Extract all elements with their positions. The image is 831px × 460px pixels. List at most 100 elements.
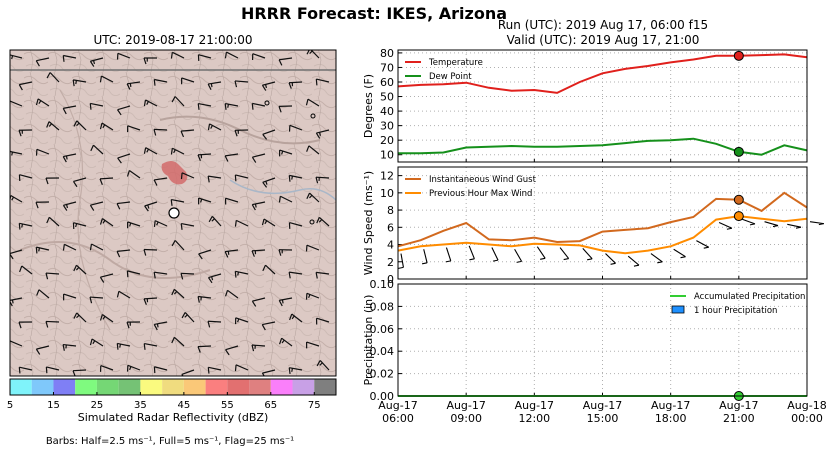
wind-barb bbox=[180, 222, 195, 230]
wind-barb-staff bbox=[118, 290, 131, 299]
legend-label: 1 hour Precipitation bbox=[694, 306, 777, 316]
wind-barb bbox=[305, 98, 320, 107]
wind-barb-half-flag bbox=[119, 343, 122, 348]
wind-barb-flag bbox=[89, 204, 95, 211]
wind-barb-half-flag bbox=[309, 194, 313, 199]
wind-barb bbox=[279, 149, 293, 157]
wind-barb-flag bbox=[62, 204, 68, 211]
wind-barb-half-flag bbox=[11, 299, 14, 304]
wind-barb-staff bbox=[99, 177, 114, 180]
wind-barb bbox=[224, 51, 239, 59]
wind-barb bbox=[89, 243, 104, 251]
wind-barb-staff bbox=[251, 249, 266, 252]
wind-barb-staff bbox=[650, 253, 663, 263]
wind-barb-staff bbox=[208, 81, 222, 85]
colorbar-swatch bbox=[75, 379, 97, 395]
wind-barb-staff bbox=[154, 271, 168, 275]
wind-barb-staff bbox=[582, 248, 593, 260]
wind-barb bbox=[251, 249, 266, 257]
wind-barb bbox=[180, 272, 195, 280]
wind-barb bbox=[62, 105, 77, 115]
wind-barb bbox=[143, 147, 158, 155]
wind-barb-flag bbox=[19, 265, 23, 273]
wind-barb-staff bbox=[127, 221, 141, 227]
wind-barb-staff bbox=[48, 216, 60, 227]
wind-barb-staff bbox=[281, 337, 293, 347]
colorbar-swatch bbox=[96, 379, 119, 395]
wind-barb-staff bbox=[143, 297, 158, 300]
wind-barb-flag bbox=[278, 249, 282, 256]
wind-barb-flag bbox=[45, 321, 49, 328]
wind-barb bbox=[116, 249, 131, 258]
wind-barb-half-flag bbox=[146, 148, 150, 153]
wind-barb-flag bbox=[153, 272, 156, 279]
wind-barb-flag bbox=[207, 367, 210, 374]
wind-barb-staff bbox=[235, 270, 249, 275]
wind-barb-flag bbox=[234, 220, 237, 227]
wind-barb-half-flag bbox=[291, 368, 293, 372]
wind-barb-flag bbox=[153, 179, 158, 186]
wind-barb-flag bbox=[143, 343, 146, 350]
wind-barb bbox=[171, 288, 185, 299]
wind-barb-half-flag bbox=[291, 315, 295, 320]
wind-barb-half-flag bbox=[264, 84, 268, 89]
wind-barb bbox=[170, 51, 185, 59]
wind-barb bbox=[305, 244, 320, 252]
wind-barb-flag bbox=[180, 172, 183, 180]
wind-barb-flag bbox=[170, 148, 173, 155]
wind-barb bbox=[224, 153, 239, 162]
wind-barb bbox=[305, 292, 320, 300]
legend-label: Dew Point bbox=[429, 72, 472, 82]
wind-barb-staff bbox=[153, 128, 168, 131]
wind-barb-staff bbox=[117, 342, 131, 347]
wind-barb-staff bbox=[145, 147, 158, 155]
wind-barb-flag bbox=[316, 217, 320, 224]
wind-barb-staff bbox=[100, 365, 114, 371]
wind-barb-half-flag bbox=[102, 124, 106, 129]
wind-barb-staff bbox=[289, 222, 303, 227]
wind-barb-staff bbox=[10, 194, 23, 203]
wind-barb-staff bbox=[173, 288, 185, 299]
y-axis-label: Wind Speed (ms⁻¹) bbox=[362, 171, 375, 275]
wind-barb-staff bbox=[102, 313, 114, 323]
wind-barb-staff bbox=[181, 77, 195, 83]
wind-barb-flag bbox=[207, 321, 211, 328]
wind-barb-flag bbox=[73, 120, 78, 127]
wind-barb bbox=[197, 295, 212, 303]
wind-barb bbox=[315, 317, 330, 325]
wind-barb bbox=[198, 197, 212, 205]
wind-barb-staff bbox=[64, 243, 77, 251]
wind-barb-flag bbox=[180, 223, 183, 230]
wind-barb bbox=[153, 220, 168, 227]
wind-barb-flag bbox=[234, 271, 237, 278]
wind-barb-flag bbox=[18, 367, 21, 374]
wind-barb-flag bbox=[117, 109, 122, 116]
wind-barb-flag bbox=[36, 289, 40, 296]
wind-barb bbox=[288, 271, 303, 279]
wind-barb bbox=[207, 273, 222, 284]
wind-barb bbox=[262, 129, 276, 140]
wind-barb-flag bbox=[18, 130, 22, 137]
wind-barb-staff bbox=[102, 218, 114, 227]
wind-barb-flag bbox=[35, 348, 41, 355]
x-tick-label: Aug-17 bbox=[583, 399, 622, 412]
wind-barb-staff bbox=[289, 367, 303, 371]
wind-barb-flag bbox=[197, 154, 201, 161]
y-tick-label: 0.08 bbox=[370, 300, 395, 313]
x-tick-label: Aug-17 bbox=[378, 399, 417, 412]
valid-time-marker bbox=[733, 50, 744, 61]
wind-barb-staff bbox=[209, 123, 222, 131]
wind-barb bbox=[251, 53, 266, 61]
wind-barb-staff bbox=[208, 366, 222, 371]
colorbar-swatch bbox=[249, 379, 271, 395]
wind-barb bbox=[10, 150, 23, 158]
wind-panel: 0 2 4 6 8 10 12 Wind Speed (ms⁻¹) Instantaneous … bbox=[362, 166, 824, 286]
wind-barb-half-flag bbox=[227, 104, 230, 108]
wind-barb-half-flag bbox=[184, 314, 188, 318]
wind-barb-staff bbox=[319, 360, 330, 371]
wind-barb-staff bbox=[741, 218, 756, 225]
wind-barb-flag bbox=[153, 324, 158, 331]
wind-barb-flag bbox=[35, 60, 40, 67]
barbs-note: Barbs: Half=2.5 ms⁻¹, Full=5 ms⁻¹, Flag=… bbox=[45, 436, 295, 447]
colorbar-tick-label: 25 bbox=[91, 400, 104, 411]
